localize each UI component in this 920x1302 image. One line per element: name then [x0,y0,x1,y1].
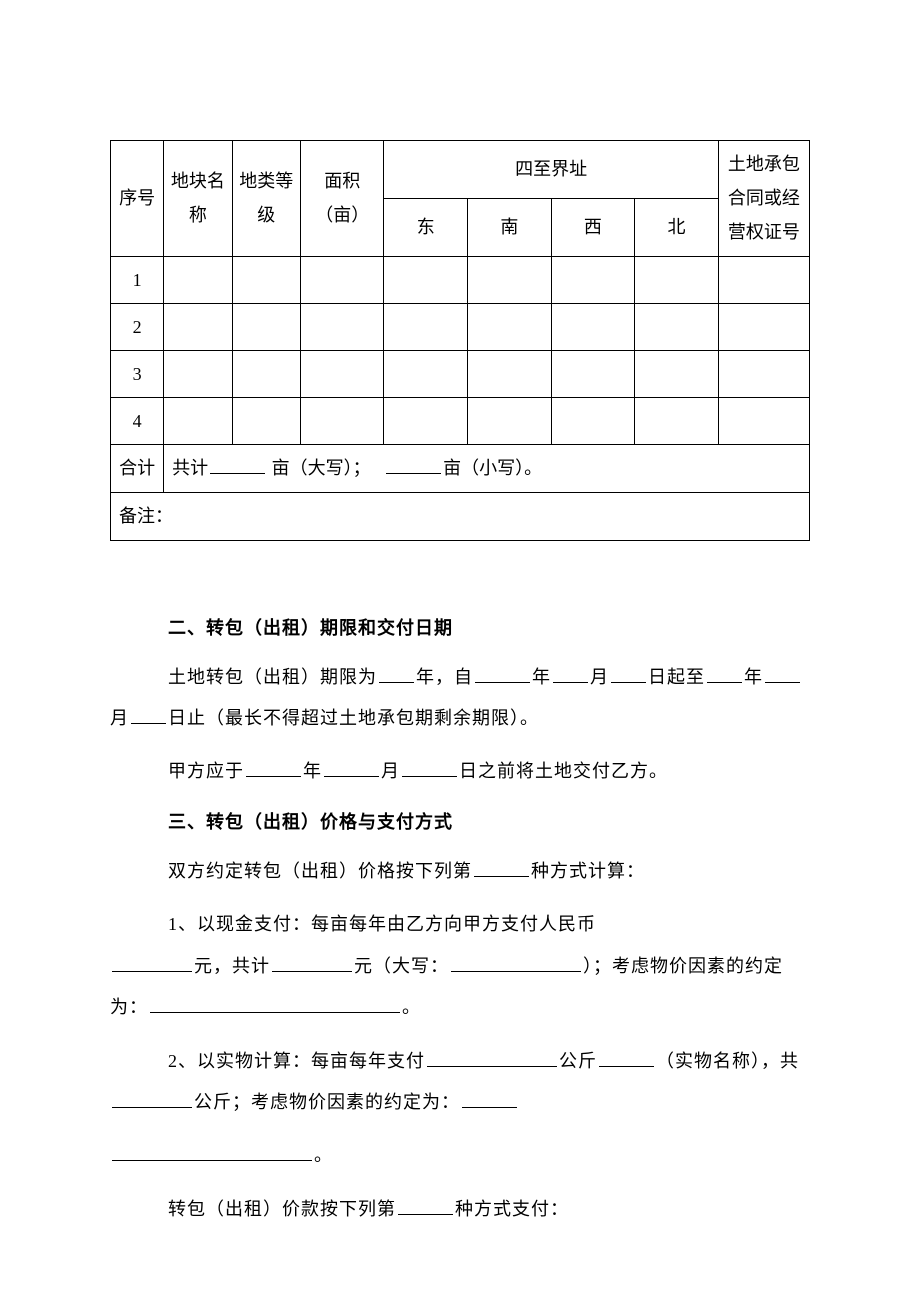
row-seq: 2 [111,303,164,350]
section-2-p2: 甲方应于年月日之前将土地交付乙方。 [110,751,810,792]
section-3-p3: 2、以实物计算：每亩每年支付公斤（实物名称），共公斤；考虑物价因素的约定为： [110,1041,810,1124]
blank-field [427,1047,557,1067]
blank-field [112,1142,312,1162]
blank-field [386,455,441,475]
blank-field [451,952,581,972]
blank-field [611,663,646,683]
section-3-p3-cont: 。 [110,1135,810,1176]
row-seq: 4 [111,398,164,445]
blank-field [324,758,379,778]
header-area: 面积（亩） [300,141,384,257]
header-plot-name: 地块名称 [164,141,232,257]
section-3-p1: 双方约定转包（出租）价格按下列第种方式计算： [110,851,810,892]
total-row: 合计 共计 亩（大写）； 亩（小写）。 [111,445,810,492]
header-boundary: 四至界址 [384,141,718,199]
total-content: 共计 亩（大写）； 亩（小写）。 [164,445,810,492]
blank-field [210,455,265,475]
section-3-title: 三、转包（出租）价格与支付方式 [168,805,810,839]
notes-row: 备注： [111,492,810,540]
blank-field [599,1047,654,1067]
blank-field [462,1088,517,1108]
header-row-1: 序号 地块名称 地类等级 面积（亩） 四至界址 土地承包合同或经营权证号 [111,141,810,199]
blank-field [475,663,530,683]
section-3-p2: 1、以现金支付：每亩每年由乙方向甲方支付人民币元，共计元（大写：）；考虑物价因素… [110,904,810,1028]
table-row: 4 [111,398,810,445]
header-south: 南 [468,198,552,256]
section-2-title: 二、转包（出租）期限和交付日期 [168,611,810,645]
blank-field [765,663,800,683]
blank-field [707,663,742,683]
row-seq: 3 [111,350,164,397]
blank-field [474,857,529,877]
header-north: 北 [635,198,719,256]
table-row: 2 [111,303,810,350]
blank-field [112,1088,192,1108]
blank-field [112,952,192,972]
blank-field [398,1195,453,1215]
blank-field [246,758,301,778]
header-west: 西 [551,198,635,256]
section-3-p4: 转包（出租）价款按下列第种方式支付： [110,1189,810,1230]
table-row: 3 [111,350,810,397]
total-label: 合计 [111,445,164,492]
table-row: 1 [111,256,810,303]
row-seq: 1 [111,256,164,303]
notes-cell: 备注： [111,492,810,540]
header-cert-no: 土地承包合同或经营权证号 [718,141,809,257]
blank-field [131,704,166,724]
blank-field [379,663,414,683]
land-table: 序号 地块名称 地类等级 面积（亩） 四至界址 土地承包合同或经营权证号 东 南… [110,140,810,541]
blank-field [272,952,352,972]
blank-field [553,663,588,683]
section-2-p1: 土地转包（出租）期限为年，自年月日起至年月日止（最长不得超过土地承包期剩余期限）… [110,657,810,740]
blank-field [150,993,400,1013]
blank-field [402,758,457,778]
header-seq: 序号 [111,141,164,257]
header-east: 东 [384,198,468,256]
header-land-type: 地类等级 [232,141,300,257]
